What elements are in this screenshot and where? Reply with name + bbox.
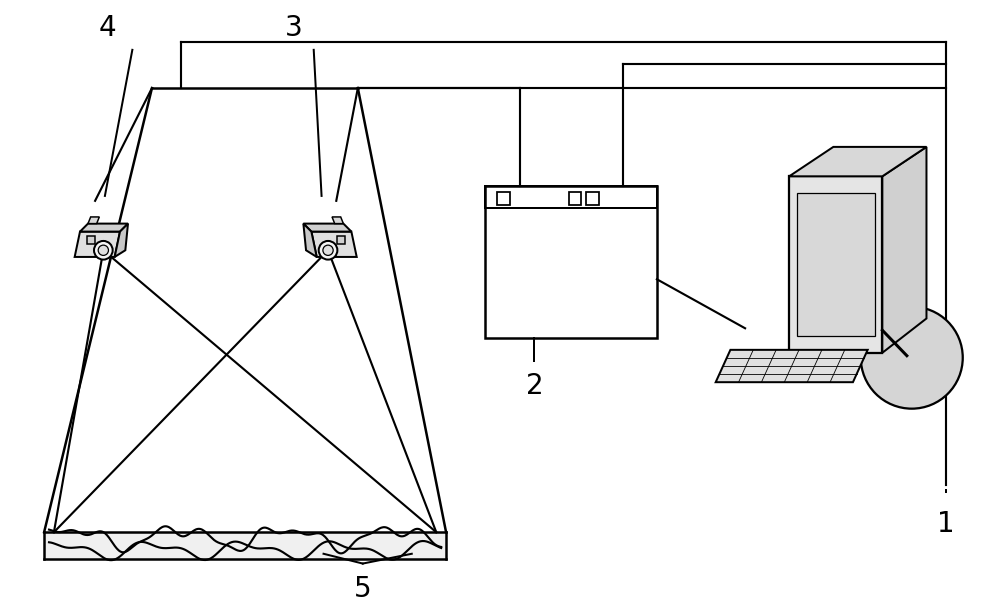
Text: 1: 1	[937, 510, 955, 538]
Bar	[337, 236, 345, 244]
Polygon shape	[332, 217, 343, 223]
Circle shape	[319, 241, 337, 259]
Polygon shape	[303, 223, 317, 257]
Polygon shape	[88, 217, 99, 223]
Polygon shape	[311, 231, 357, 257]
Text: 5: 5	[354, 575, 372, 603]
Polygon shape	[80, 223, 128, 231]
Polygon shape	[797, 193, 875, 336]
Circle shape	[98, 245, 108, 255]
Polygon shape	[303, 223, 351, 231]
Bar	[569, 192, 581, 205]
Polygon shape	[75, 231, 120, 257]
Text: 2: 2	[526, 372, 543, 400]
Text: 3: 3	[285, 14, 303, 42]
Bar	[44, 532, 446, 559]
Bar	[497, 192, 510, 205]
Bar	[586, 192, 599, 205]
Polygon shape	[882, 147, 926, 353]
Polygon shape	[789, 147, 926, 176]
Bar	[485, 186, 657, 207]
Bar	[485, 186, 657, 338]
Circle shape	[94, 241, 113, 259]
Text: 4: 4	[99, 14, 117, 42]
Polygon shape	[115, 223, 128, 257]
Polygon shape	[789, 176, 882, 353]
Circle shape	[323, 245, 333, 255]
Polygon shape	[716, 350, 868, 382]
Circle shape	[861, 307, 963, 409]
Bar	[87, 236, 95, 244]
